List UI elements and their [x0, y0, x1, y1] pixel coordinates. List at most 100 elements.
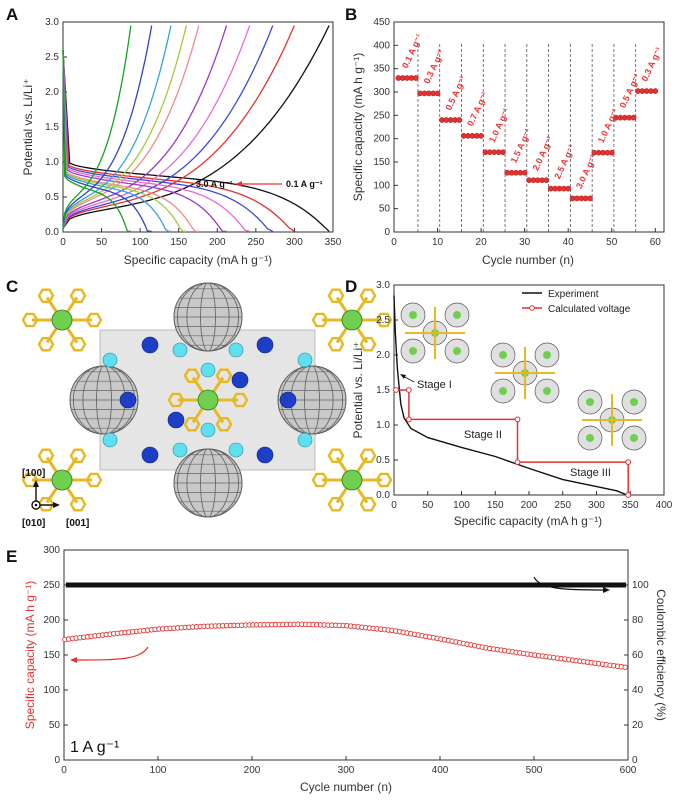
panel-d-calculated-point: [405, 416, 412, 423]
panel-e-ytick-label: 0: [54, 755, 60, 766]
panel-e-ylabel-right: Coulombic efficiency (%): [654, 589, 668, 721]
panel-a-ytick-label: 2.5: [45, 52, 59, 63]
panel-b-ytick-label: 150: [373, 157, 390, 168]
panel-b-point: [456, 117, 463, 123]
li-atom-cyan: [297, 352, 313, 368]
panel-e-arrow-right-head: [603, 587, 610, 593]
panel-e-xlabel: Cycle number (n): [300, 780, 392, 794]
panel-b-point: [521, 169, 528, 176]
panel-a-charge-curve: [62, 25, 228, 229]
panel-a-discharge-curve: [62, 49, 131, 232]
panel-d-xtick-label: 250: [554, 500, 571, 511]
panel-b-rate-label: 2.5 A g⁻¹: [552, 143, 577, 180]
li-atom-blue: [167, 411, 185, 429]
panel-e-xtick-label: 0: [61, 765, 67, 776]
panel-b-xtick-label: 20: [476, 237, 488, 248]
panel-label-a: A: [6, 5, 18, 24]
panel-a-discharge-curve: [62, 49, 295, 232]
panel-b-rate-label: 0.1 A g⁻¹: [400, 32, 425, 69]
panel-b-ytick-label: 50: [379, 204, 391, 215]
panel-b-ytick-label: 200: [373, 134, 390, 145]
li-atom-blue: [256, 336, 274, 354]
panel-d-calculated-point: [625, 459, 632, 466]
panel-d-ytick-label: 0.5: [376, 455, 390, 466]
panel-a-xtick-label: 50: [96, 237, 108, 248]
li-atom-blue: [256, 446, 274, 464]
panel-a-discharge-curve: [62, 49, 250, 232]
panel-d-ylabel: Potential vs. Li/Li⁺: [351, 341, 365, 438]
panel-d-ytick-label: 1.5: [376, 385, 390, 396]
panel-e-xtick-label: 600: [620, 765, 637, 776]
panel-a-charge-curve: [62, 25, 132, 229]
panel-a-ytick-label: 2.0: [45, 87, 59, 98]
panel-b-point: [652, 88, 659, 94]
panel-b-point: [543, 177, 550, 184]
panel-e-ytick-label: 300: [43, 545, 60, 556]
panel-d-calculated-point: [405, 387, 412, 393]
panel-a-xlabel: Specific capacity (mA h g⁻¹): [124, 253, 272, 267]
panel-c-crystal-structure: [100] [010] [001]: [21, 282, 393, 529]
panel-a-ytick-label: 1.0: [45, 157, 59, 168]
panel-b-ytick-label: 450: [373, 17, 390, 28]
panel-b-ytick-label: 250: [373, 110, 390, 121]
panel-d-calculated-point: [514, 459, 521, 466]
panel-d-chart: Specific capacity (mA h g⁻¹) Potential v…: [351, 280, 673, 528]
panel-e-ytick-right-label: 40: [632, 685, 644, 696]
panel-a-ytick-label: 0.0: [45, 227, 59, 238]
ligand-cluster: [21, 288, 103, 352]
panel-b-rate-label: 1.0 A g⁻¹: [487, 107, 512, 144]
panel-a-charge-curve: [62, 25, 200, 229]
panel-a-xtick-label: 250: [248, 237, 265, 248]
panel-b-rate-label: 3.0 A g⁻¹: [574, 153, 599, 190]
panel-a-discharge-curve: [62, 49, 199, 232]
panel-b-ytick-label: 350: [373, 64, 390, 75]
panel-b-rate-label: 1.0 A g⁻¹: [596, 107, 621, 144]
panel-b-frame: [393, 21, 665, 233]
li-atom-blue: [119, 391, 137, 409]
panel-e-xtick-label: 300: [338, 765, 355, 776]
stage-1-label: Stage I: [417, 379, 452, 391]
li-atom-cyan: [102, 432, 118, 448]
panel-label-c: C: [6, 277, 18, 296]
panel-b-xtick-label: 50: [606, 237, 618, 248]
panel-label-b: B: [345, 5, 357, 24]
panel-d-xtick-label: 300: [588, 500, 605, 511]
li-atom-blue: [279, 391, 297, 409]
panel-e-chart: Cycle number (n) Specific capacity (mA h…: [23, 545, 668, 794]
panel-b-xtick-label: 60: [650, 237, 662, 248]
panel-d-cluster-illustration: [490, 342, 560, 404]
panel-b-point: [434, 90, 441, 97]
panel-d-cluster-illustration: [400, 302, 470, 364]
stage-3-label: Stage III: [570, 467, 611, 479]
panel-a-ytick-label: 0.5: [45, 192, 59, 203]
panel-d-calculated-point: [393, 387, 399, 393]
panel-a-arrow-head: [236, 181, 242, 187]
panel-a-xtick-label: 300: [286, 237, 303, 248]
panel-d-ytick-label: 2.5: [376, 315, 390, 326]
panel-a-charge-curve: [62, 25, 172, 229]
panel-b-ytick-label: 300: [373, 87, 390, 98]
fullerene-cage: [173, 448, 243, 518]
panel-a-charge-curve: [62, 25, 274, 229]
li-atom-cyan: [200, 362, 216, 378]
panel-e-arrow-left-head: [70, 657, 77, 663]
panel-label-e: E: [6, 547, 17, 566]
panel-d-xtick-label: 150: [487, 500, 504, 511]
legend-calculated: Calculated voltage: [548, 304, 631, 315]
axis-label-010: [010]: [22, 518, 45, 529]
panel-d-ytick-label: 3.0: [376, 280, 390, 291]
axis-label-100: [100]: [22, 468, 45, 479]
li-atom-cyan: [200, 422, 216, 438]
panel-b-chart: Cycle number (n) Specific capacity (mA h…: [351, 17, 665, 267]
panel-a-charge-curve: [62, 25, 330, 229]
panel-e-ytick-right-label: 60: [632, 650, 644, 661]
li-atom-cyan: [172, 442, 188, 458]
panel-b-point: [500, 149, 506, 156]
panel-a-ylabel: Potential vs. Li/Li⁺: [21, 78, 35, 175]
panel-e-xtick-label: 500: [526, 765, 543, 776]
panel-b-point: [630, 114, 637, 121]
panel-b-point: [587, 195, 593, 202]
panel-a-charge-curve: [62, 25, 153, 229]
panel-b-xlabel: Cycle number (n): [482, 253, 574, 267]
